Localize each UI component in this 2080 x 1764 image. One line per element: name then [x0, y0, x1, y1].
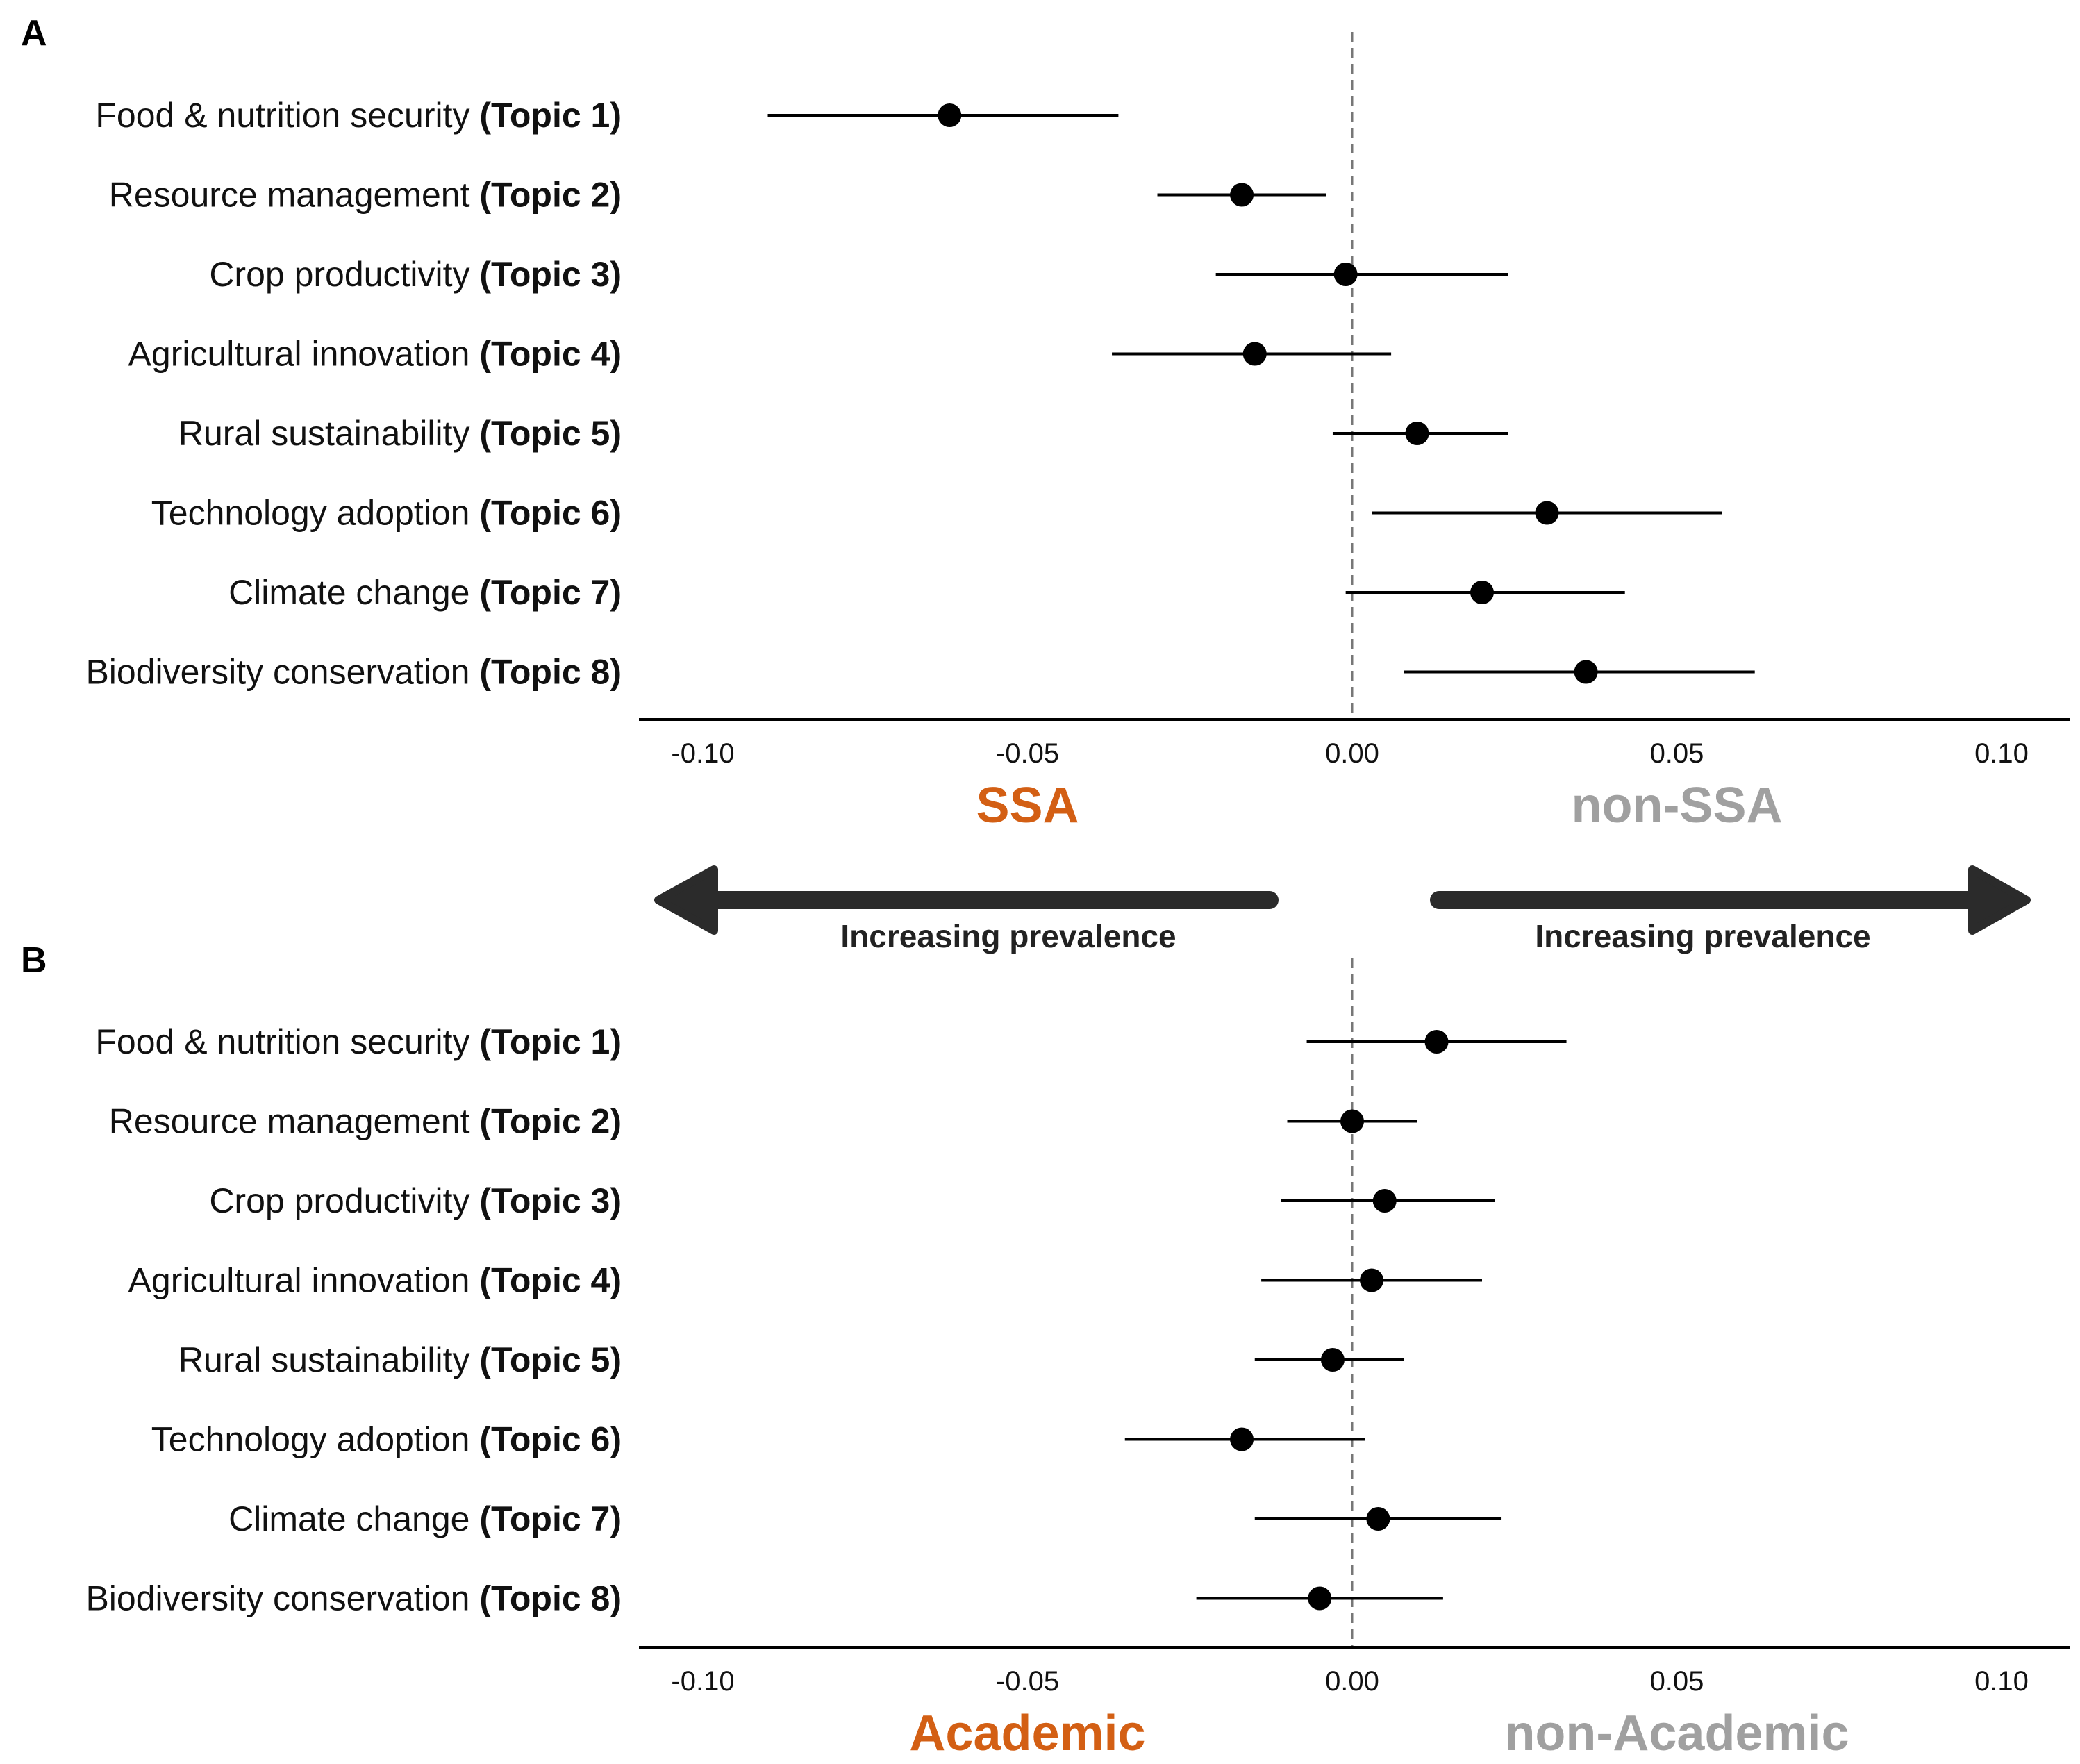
group-label-right: non-Academic [1504, 1706, 1849, 1761]
category-label: Technology adoption (Topic 6) [151, 494, 622, 533]
category-label: Crop productivity (Topic 3) [209, 1181, 622, 1220]
panel-b: B Food & nutrition security (Topic 1) Reso… [21, 940, 2070, 1761]
category-name: Rural sustainability [178, 1340, 480, 1379]
topic-number: (Topic 6) [479, 1420, 622, 1459]
category-label: Rural sustainability (Topic 5) [178, 1340, 622, 1379]
x-tick-label: 0.10 [1974, 738, 2029, 769]
category-name: Climate change [228, 1499, 479, 1538]
category-label: Rural sustainability (Topic 5) [178, 414, 622, 453]
category-label: Technology adoption (Topic 6) [151, 1420, 622, 1459]
category-label: Climate change (Topic 7) [228, 573, 622, 612]
category-name: Crop productivity [209, 1181, 479, 1220]
topic-number: (Topic 4) [479, 1261, 622, 1300]
category-label: Agricultural innovation (Topic 4) [128, 335, 622, 374]
right-arrow-label: Increasing prevalence [1535, 918, 1870, 954]
category-name: Technology adoption [151, 494, 480, 533]
estimate-point [1574, 660, 1598, 684]
x-tick-label: -0.10 [671, 1666, 734, 1697]
topic-number: (Topic 8) [479, 653, 622, 692]
estimate-point [1308, 1586, 1332, 1611]
estimate-point [1340, 1109, 1364, 1133]
panel-letter: B [21, 940, 47, 981]
topic-number: (Topic 7) [479, 1499, 622, 1538]
topic-number: (Topic 1) [479, 96, 622, 135]
topic-number: (Topic 6) [479, 494, 622, 533]
left-arrowhead-icon [654, 865, 718, 935]
estimate-point [1230, 1427, 1254, 1451]
estimate-point [1405, 422, 1429, 445]
topic-number: (Topic 5) [479, 414, 622, 453]
group-label-left: SSA [976, 778, 1079, 833]
estimate-point [1372, 1189, 1397, 1213]
panel-a: A Food & nutrition security (Topic 1) Reso… [21, 13, 2070, 833]
category-label: Agricultural innovation (Topic 4) [128, 1261, 622, 1300]
estimate-point [1333, 263, 1358, 286]
topic-number: (Topic 4) [479, 335, 622, 374]
estimate-point [938, 103, 962, 127]
estimate-point [1242, 342, 1267, 366]
estimate-point [1230, 183, 1254, 207]
topic-number: (Topic 8) [479, 1579, 622, 1618]
estimate-point [1535, 501, 1559, 525]
category-name: Climate change [228, 573, 479, 612]
category-label: Biodiversity conservation (Topic 8) [85, 653, 622, 692]
category-label: Resource management (Topic 2) [109, 176, 622, 215]
x-tick-label: -0.10 [671, 738, 734, 769]
topic-number: (Topic 5) [479, 1340, 622, 1379]
x-tick-label: 0.05 [1650, 738, 1704, 769]
x-tick-label: 0.10 [1974, 1666, 2029, 1697]
category-name: Biodiversity conservation [85, 653, 479, 692]
x-tick-label: -0.05 [996, 738, 1059, 769]
topic-number: (Topic 7) [479, 573, 622, 612]
category-label: Biodiversity conservation (Topic 8) [85, 1579, 622, 1618]
left-arrow-label: Increasing prevalence [840, 918, 1176, 954]
estimate-point [1470, 581, 1494, 604]
prevalence-arrows: Increasing prevalence Increasing prevalen… [654, 865, 2031, 954]
estimate-point [1320, 1348, 1345, 1372]
category-label: Resource management (Topic 2) [109, 1102, 622, 1141]
right-arrowhead-icon [1968, 865, 2031, 935]
category-name: Agricultural innovation [128, 1261, 480, 1300]
category-name: Biodiversity conservation [85, 1579, 479, 1618]
topic-number: (Topic 2) [479, 1102, 622, 1141]
topic-number: (Topic 1) [479, 1022, 622, 1061]
category-name: Food & nutrition security [95, 96, 479, 135]
topic-number: (Topic 3) [479, 255, 622, 294]
category-name: Resource management [109, 176, 480, 215]
x-tick-label: 0.05 [1650, 1666, 1704, 1697]
x-tick-label: 0.00 [1325, 1666, 1379, 1697]
panel-letter: A [21, 13, 47, 53]
category-name: Resource management [109, 1102, 480, 1141]
estimate-point [1366, 1507, 1390, 1531]
x-tick-label: -0.05 [996, 1666, 1059, 1697]
category-label: Crop productivity (Topic 3) [209, 255, 622, 294]
estimate-point [1424, 1030, 1449, 1054]
x-tick-label: 0.00 [1325, 738, 1379, 769]
category-name: Technology adoption [151, 1420, 480, 1459]
category-label: Food & nutrition security (Topic 1) [95, 1022, 622, 1061]
category-name: Food & nutrition security [95, 1022, 479, 1061]
category-name: Agricultural innovation [128, 335, 480, 374]
category-name: Rural sustainability [178, 414, 480, 453]
group-label-left: Academic [909, 1706, 1145, 1761]
category-label: Food & nutrition security (Topic 1) [95, 96, 622, 135]
group-label-right: non-SSA [1572, 778, 1783, 833]
topic-number: (Topic 3) [479, 1181, 622, 1220]
category-name: Crop productivity [209, 255, 479, 294]
topic-number: (Topic 2) [479, 176, 622, 215]
category-label: Climate change (Topic 7) [228, 1499, 622, 1538]
estimate-point [1360, 1268, 1384, 1292]
